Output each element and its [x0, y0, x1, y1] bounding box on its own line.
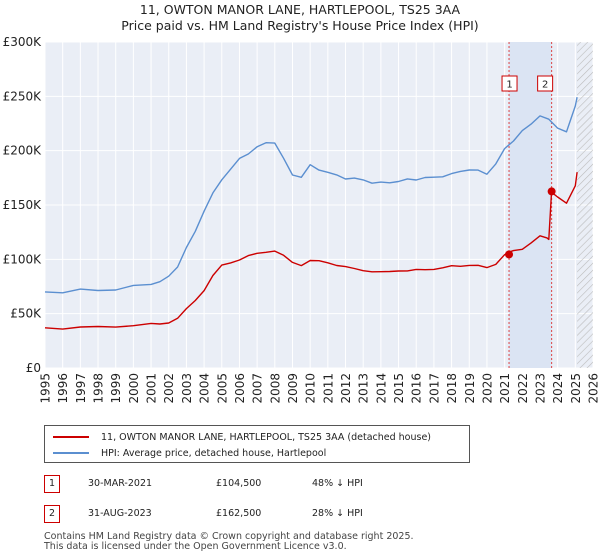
x-tick-label: 2000 [127, 373, 141, 404]
transaction-date: 31-AUG-2023 [88, 508, 152, 519]
annotation-box-1 [501, 75, 518, 92]
x-tick-label: 2015 [392, 373, 406, 404]
annotation-box-2 [537, 75, 554, 92]
legend-item-hpi: HPI: Average price, detached house, Hart… [53, 445, 326, 461]
x-tick-label: 2013 [357, 373, 371, 404]
x-tick-label: 1997 [74, 373, 88, 404]
price-chart: 11, OWTON MANOR LANE, HARTLEPOOL, TS25 3… [3, 2, 600, 404]
x-tick-label: 2009 [286, 373, 300, 404]
footer-attribution: Contains HM Land Registry data © Crown c… [44, 532, 414, 552]
chart-title: 11, OWTON MANOR LANE, HARTLEPOOL, TS25 3… [140, 2, 461, 17]
y-tick-label: £50K [10, 307, 42, 321]
x-tick-label: 2019 [463, 373, 477, 404]
x-tick-label: 2018 [445, 373, 459, 404]
forecast-hatch-region [577, 42, 593, 368]
x-tick-label: 2007 [251, 373, 265, 404]
x-tick-label: 2012 [339, 373, 353, 404]
x-tick-label: 2008 [268, 373, 282, 404]
x-tick-label: 2020 [480, 373, 494, 404]
x-tick-label: 2025 [569, 373, 583, 404]
sale-point-1 [505, 250, 514, 259]
annotation-label-2: 2 [542, 80, 548, 91]
x-tick-label: 1998 [92, 373, 106, 404]
chart-legend: 11, OWTON MANOR LANE, HARTLEPOOL, TS25 3… [44, 425, 470, 463]
transaction-price: £104,500 [216, 478, 262, 489]
x-tick-label: 2016 [410, 373, 424, 404]
x-tick-label: 2004 [198, 373, 212, 404]
y-tick-label: £0 [26, 361, 41, 375]
transaction-price: £162,500 [216, 508, 262, 519]
x-tick-label: 2026 [587, 373, 600, 404]
x-tick-label: 2003 [180, 373, 194, 404]
x-tick-label: 1995 [39, 373, 53, 404]
x-tick-label: 2005 [215, 373, 229, 404]
property-series-line [44, 172, 578, 330]
x-tick-label: 2014 [374, 373, 388, 404]
legend-swatch-property [53, 436, 89, 438]
transaction-badge: 1 [44, 475, 60, 493]
x-tick-label: 2002 [162, 373, 176, 404]
x-tick-label: 1999 [109, 373, 123, 404]
chart-subtitle: Price paid vs. HM Land Registry's House … [121, 18, 478, 33]
sale-point-2 [547, 187, 556, 196]
y-tick-label: £100K [3, 252, 43, 266]
hpi-series-line [44, 97, 578, 294]
x-tick-label: 2010 [304, 373, 318, 404]
transaction-badge: 2 [44, 505, 60, 523]
x-tick-label: 1996 [56, 373, 70, 404]
purchase-period-band [509, 42, 552, 368]
footer-line-2: This data is licensed under the Open Gov… [44, 541, 347, 552]
y-tick-label: £250K [3, 89, 43, 103]
x-tick-label: 2023 [533, 373, 547, 404]
footer-line-1: Contains HM Land Registry data © Crown c… [44, 531, 414, 542]
annotation-label-1: 1 [506, 80, 512, 91]
transaction-date: 30-MAR-2021 [88, 478, 153, 489]
x-tick-label: 2006 [233, 373, 247, 404]
legend-label-property: 11, OWTON MANOR LANE, HARTLEPOOL, TS25 3… [101, 431, 432, 443]
x-tick-label: 2011 [321, 373, 335, 404]
x-tick-label: 2021 [498, 373, 512, 404]
x-tick-label: 2024 [551, 373, 565, 404]
legend-item-property: 11, OWTON MANOR LANE, HARTLEPOOL, TS25 3… [53, 429, 431, 445]
legend-label-hpi: HPI: Average price, detached house, Hart… [101, 447, 327, 459]
y-tick-label: £300K [3, 35, 43, 49]
x-tick-label: 2022 [516, 373, 530, 404]
transaction-hpi-diff: 28% ↓ HPI [312, 508, 363, 519]
transaction-hpi-diff: 48% ↓ HPI [312, 478, 363, 489]
y-tick-label: £150K [3, 198, 43, 212]
legend-swatch-hpi [53, 452, 89, 454]
y-tick-label: £200K [3, 144, 43, 158]
x-tick-label: 2017 [427, 373, 441, 404]
x-tick-label: 2001 [145, 373, 159, 404]
